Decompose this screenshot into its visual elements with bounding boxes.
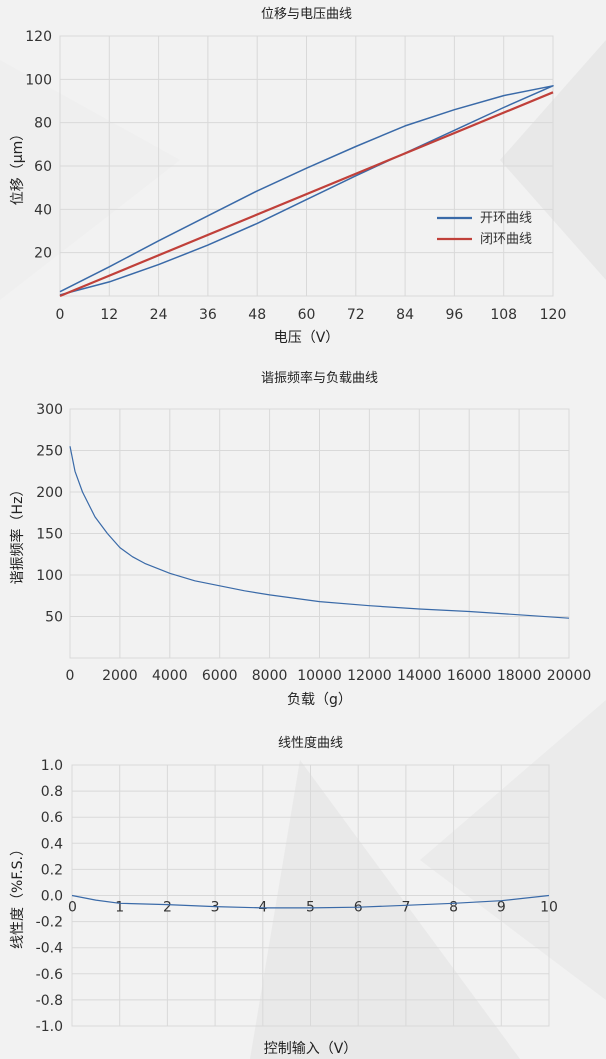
- y-tick-label: -0.2: [36, 915, 63, 931]
- series-line-0: [59, 85, 554, 296]
- y-tick-label: -0.6: [36, 967, 63, 983]
- x-tick-label: 108: [490, 307, 517, 323]
- grid-lines: [59, 35, 554, 296]
- y-axis-label: 线性度（%F.S.）: [10, 842, 26, 949]
- grid-lines: [71, 764, 550, 1027]
- x-tick-label: 14000: [397, 668, 442, 684]
- y-tick-label: 100: [36, 568, 63, 584]
- x-tick-label: 8: [449, 900, 458, 916]
- grid-lines: [69, 408, 570, 658]
- x-tick-label: 6000: [202, 668, 238, 684]
- x-tick-label: 9: [497, 900, 506, 916]
- x-tick-label: 10: [540, 900, 558, 916]
- x-tick-label: 2000: [102, 668, 138, 684]
- x-tick-label: 16000: [447, 668, 492, 684]
- x-tick-label: 12: [100, 307, 118, 323]
- x-tick-label: 24: [150, 307, 168, 323]
- resonance-load-chart: 谐振频率与负载曲线 0 2000 4000 6000 8000 10000 12000 1400…: [0, 360, 606, 715]
- y-tick-label: 200: [36, 485, 63, 501]
- x-tick-label: 60: [298, 307, 316, 323]
- y-tick-label: -0.4: [36, 941, 63, 957]
- x-axis-label: 负载（g）: [287, 692, 352, 708]
- x-tick-label: 7: [401, 900, 410, 916]
- x-tick-label: 0: [68, 900, 77, 916]
- y-tick-label: 0.4: [41, 836, 63, 852]
- x-tick-label: 48: [248, 307, 266, 323]
- x-tick-label: 4000: [152, 668, 188, 684]
- x-axis-label: 控制输入（V）: [264, 1041, 358, 1057]
- x-tick-label: 18000: [497, 668, 542, 684]
- y-tick-label: 60: [34, 159, 52, 175]
- chart-title: 线性度曲线: [278, 735, 343, 751]
- y-axis-label: 谐振频率（Hz）: [9, 483, 26, 585]
- y-tick-label: 40: [34, 202, 52, 218]
- y-tick-label: 0.0: [41, 889, 63, 905]
- x-tick-label: 1: [115, 900, 124, 916]
- x-axis-label: 电压（V）: [274, 330, 340, 346]
- y-tick-label: 50: [45, 610, 63, 626]
- x-tick-label: 0: [56, 307, 65, 323]
- y-tick-label: 0.6: [41, 810, 63, 826]
- chart-title: 位移与电压曲线: [261, 7, 352, 22]
- displacement-voltage-chart: 位移与电压曲线 0 12 24 36 48 60 72 84 96 108 120 20 40 60 80 10…: [0, 0, 606, 355]
- y-tick-label: 250: [36, 444, 63, 460]
- series-line-0: [71, 894, 550, 909]
- y-tick-label: 120: [25, 29, 52, 45]
- x-tick-label: 0: [66, 668, 75, 684]
- legend-label: 闭环曲线: [480, 232, 532, 247]
- linearity-chart: 线性度曲线 0 1 2 3 4 5 6 7 8 9 10 1.0 0.8 0.6 0.4 0.2 0.0 -0.2-…: [0, 725, 606, 1059]
- chart-title: 谐振频率与负载曲线: [261, 370, 378, 386]
- x-tick-label: 2: [163, 900, 172, 916]
- y-tick-label: 80: [34, 116, 52, 132]
- series-line-1: [59, 91, 554, 298]
- y-tick-label: 0.8: [41, 784, 63, 800]
- plot-frame: [69, 408, 570, 659]
- y-tick-label: -1.0: [36, 1019, 63, 1035]
- x-tick-label: 96: [445, 307, 463, 323]
- legend-label: 开环曲线: [480, 211, 532, 226]
- x-tick-label: 8000: [252, 668, 288, 684]
- x-tick-label: 36: [199, 307, 217, 323]
- y-axis-label: 位移（μm）: [10, 127, 26, 206]
- y-tick-label: 0.2: [41, 862, 63, 878]
- y-tick-label: 150: [36, 527, 63, 543]
- y-tick-label: 1.0: [41, 758, 63, 774]
- x-tick-label: 84: [396, 307, 414, 323]
- series-line-0: [69, 446, 570, 619]
- x-tick-label: 120: [540, 307, 567, 323]
- plot-frame: [59, 35, 554, 297]
- x-tick-label: 10000: [297, 668, 342, 684]
- y-tick-label: 100: [25, 72, 52, 88]
- y-tick-label: 20: [34, 246, 52, 262]
- x-tick-label: 12000: [347, 668, 392, 684]
- x-tick-label: 72: [347, 307, 365, 323]
- x-tick-label: 20000: [547, 668, 592, 684]
- y-tick-label: 300: [36, 402, 63, 418]
- y-tick-label: -0.8: [36, 993, 63, 1009]
- x-tick-label: 3: [211, 900, 220, 916]
